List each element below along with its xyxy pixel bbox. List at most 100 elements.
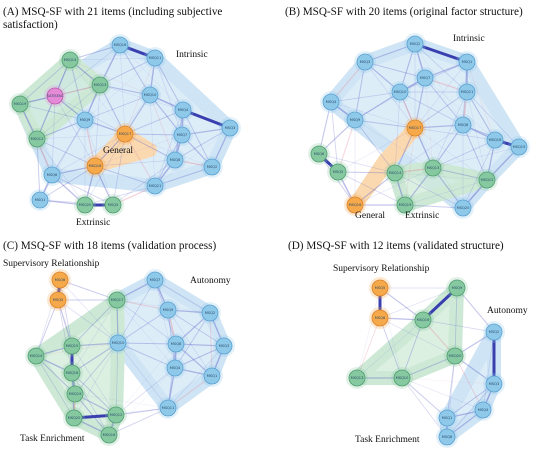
panel-b: (B) MSQ-SF with 20 items (original facto… (275, 0, 550, 228)
node-label: MSQ4 (178, 108, 189, 112)
panel-a-group-label-extrinsic: Extrinsic (76, 218, 111, 228)
network-edge (354, 172, 396, 206)
panel-b-network: MSQ2 MSQ3 MSQ1 MSQ7 MSQ11 MSQ4 MSQ10 MSQ9 MSQ17 M… (308, 33, 530, 219)
network-edge (404, 127, 416, 206)
node-label: MSQ4 (170, 366, 181, 370)
node-msq5: MSQ5 (327, 161, 349, 183)
node-msq19: MSQ19 (64, 383, 86, 405)
network-edge (124, 109, 184, 135)
network-edge (116, 299, 176, 369)
node-label: MSQ18 (89, 164, 102, 168)
network-edge (124, 133, 213, 168)
network-edge (424, 77, 496, 141)
panel-d-group-label-task: Task Enrichment (355, 435, 420, 445)
network-edge (71, 372, 117, 416)
network-edge (354, 91, 401, 121)
node-msq6: MSQ6 (308, 143, 330, 165)
network-edge (74, 393, 169, 409)
node-msq1: MSQ1 (201, 365, 223, 387)
network-edge (446, 355, 456, 419)
network-edge (174, 312, 211, 369)
node-msq1: MSQ1 (29, 189, 51, 211)
node-label: MSQ20 (449, 354, 462, 358)
node-label: MSQ19 (14, 102, 27, 106)
network-edge (414, 91, 468, 129)
network-edge (112, 159, 176, 206)
network-edge (84, 185, 156, 206)
network-edge (36, 138, 86, 206)
panel-c: (C) MSQ-SF with 18 items (validation pro… (0, 228, 275, 455)
network-edge (124, 133, 176, 161)
network-edge (115, 343, 177, 416)
network-edge (117, 309, 169, 344)
network-edge (414, 43, 468, 93)
node-label: MSQ12 (31, 137, 44, 141)
network-edge (330, 101, 339, 173)
node-label: MSQ18 (66, 371, 79, 375)
network-edge (432, 124, 464, 169)
network-edge (115, 367, 176, 416)
network-edge (69, 57, 156, 61)
network-edge (394, 172, 488, 181)
node-msq2: MSQ2 (199, 302, 221, 324)
node-msq20: MSQ20 (74, 194, 96, 216)
node-label: MSQ15 (513, 145, 526, 149)
node-msq16: MSQ16 (344, 194, 366, 216)
network-edge (364, 61, 416, 129)
network-edge (36, 138, 96, 167)
node-label: MSQ8 (171, 342, 182, 346)
node-msq5: MSQ5 (102, 194, 124, 216)
node-label: MSQ5 (375, 286, 386, 290)
node-msq18: MSQ18 (61, 362, 83, 384)
node-label: MSQ5 (333, 170, 344, 174)
network-edge (318, 153, 396, 174)
network-edge (466, 61, 496, 141)
node-msq16: MSQ16 (98, 424, 120, 446)
node-label: MSQ2 (410, 42, 421, 46)
network-edge (364, 43, 416, 63)
node-label: MSQ20 (79, 203, 92, 207)
network-edge (462, 124, 488, 181)
network-edge (466, 91, 520, 148)
panel-d-group-label-autonomy: Autonomy (487, 306, 528, 316)
node-label: MSQ21 (149, 184, 162, 188)
network-edge (167, 375, 213, 409)
network-edge (414, 127, 488, 181)
panel-a-group-label-intrinsic: Intrinsic (176, 50, 208, 60)
network-edge (337, 171, 406, 206)
group-region (324, 37, 526, 215)
network-edge (154, 127, 231, 187)
network-edge (71, 299, 118, 374)
network-edge (36, 133, 126, 140)
node-label: MSQ9 (350, 118, 361, 122)
network-edge (59, 279, 73, 347)
node-label: MSQ6 (47, 173, 58, 177)
node-msq4: MSQ4 (172, 99, 194, 121)
group-region (88, 127, 157, 173)
network-edge (149, 94, 183, 136)
network-edge (364, 61, 426, 79)
network-edge (112, 133, 126, 206)
network-edge (404, 179, 488, 206)
network-edge (356, 317, 381, 379)
panel-a-network: MSQ16 MSQ14 MSQ11 MSQ13 SATISFAC MSQ10 MSQ4 MSQ… (9, 34, 241, 216)
network-edge (330, 61, 366, 103)
node-msq3: MSQ3 (483, 373, 505, 395)
node-msq13: MSQ13 (346, 367, 368, 389)
network-edge (356, 319, 424, 379)
panel-b-group-label-extrinsic: Extrinsic (405, 211, 440, 221)
network-edge (124, 133, 156, 187)
node-msq6: MSQ6 (369, 307, 391, 329)
network-edge (36, 138, 41, 201)
node-label: MSQ17 (119, 132, 132, 136)
panel-d-group-label-supervisory: Supervisory Relationship (333, 264, 430, 274)
network-edge (84, 94, 151, 121)
node-msq2: MSQ2 (483, 321, 505, 343)
network-edge (94, 165, 156, 187)
network-edge (422, 319, 495, 333)
node-msq14: MSQ14 (384, 162, 406, 184)
network-edge (401, 377, 448, 438)
network-edge (117, 279, 156, 344)
node-msq1: MSQ1 (436, 407, 458, 429)
panel-d-network: MSQ5 MSQ6 MSQ9 MSQ16 MSQ20 MSQ13 MSQ10 MSQ2 MSQ3… (346, 277, 505, 448)
